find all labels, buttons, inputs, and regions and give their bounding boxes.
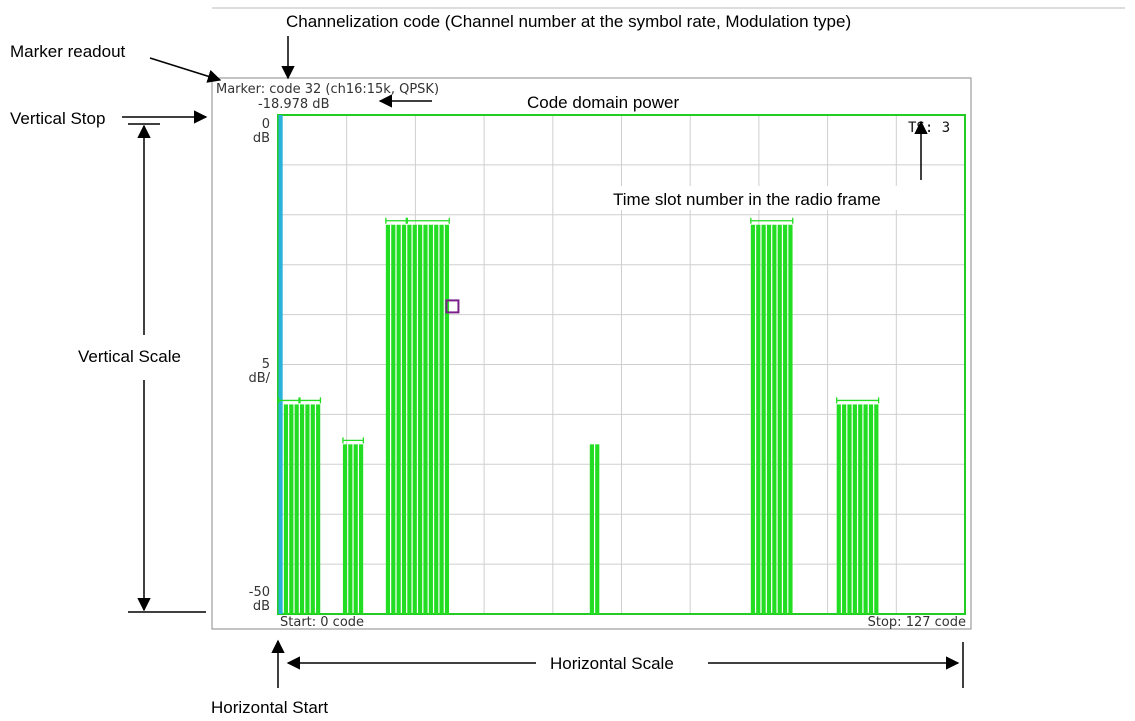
annotation-vertical-scale: Vertical Scale [78, 347, 181, 366]
bar-code-106 [847, 404, 852, 614]
bar-code-23 [401, 224, 407, 614]
y-top-value: 0 [262, 117, 270, 132]
bar-code-1 [283, 404, 289, 614]
y-bottom-value: -50 [249, 585, 270, 600]
bar-code-5 [305, 404, 310, 614]
bar-code-111 [874, 404, 879, 614]
bar-code-28 [428, 224, 433, 614]
overlay-bracket-0-3 [277, 397, 300, 404]
start-label: Start: 0 code [280, 615, 364, 630]
annotation-time-slot: Time slot number in the radio frame [613, 190, 881, 209]
bar-code-88 [750, 224, 755, 614]
bar-code-104 [836, 404, 841, 614]
bar-code-13 [348, 444, 353, 614]
annotation-channelization-code: Channelization code (Channel number at t… [286, 12, 851, 31]
annotation-vertical-stop: Vertical Stop [10, 109, 105, 128]
bar-code-95 [788, 224, 793, 614]
marker-value-text: -18.978 dB [258, 97, 329, 112]
overlay-bracket-88-95 [750, 217, 794, 224]
overlay-bracket-20-23 [385, 217, 407, 224]
bar-code-26 [418, 224, 423, 614]
y-bottom-unit: dB [253, 599, 270, 614]
bar-code-24 [407, 224, 412, 614]
marker-readout-arrow [149, 57, 222, 83]
marker-box[interactable] [445, 299, 460, 314]
bar-code-6 [310, 404, 315, 614]
bar-code-105 [842, 404, 847, 614]
overlay-bracket-12-15 [342, 437, 365, 444]
bar-code-15 [359, 444, 364, 614]
y-top-unit: dB [253, 131, 270, 146]
annotation-horizontal-start: Horizontal Start [211, 698, 328, 717]
y-mid-value: 5 [262, 357, 270, 372]
time-slot-label: TS: 3 [908, 120, 950, 136]
bar-code-12 [342, 444, 348, 614]
bar-code-93 [777, 224, 782, 614]
bar-code-3 [294, 404, 299, 614]
plot-border [277, 114, 966, 615]
bar-code-30 [439, 224, 444, 614]
annotation-horizontal-scale: Horizontal Scale [550, 654, 674, 673]
bar-code-90 [761, 224, 766, 614]
time-slot-mask [605, 186, 933, 210]
overlay-bracket-4-7 [299, 397, 322, 404]
bar-code-4 [299, 404, 305, 614]
bar-code-14 [353, 444, 358, 614]
bar-code-29 [434, 224, 439, 614]
stop-label: Stop: 127 code [868, 615, 966, 630]
bar-code-89 [756, 224, 761, 614]
bar-code-0 [278, 115, 283, 614]
bar-code-94 [783, 224, 788, 614]
bar-code-107 [852, 404, 857, 614]
bar-code-58 [589, 444, 594, 614]
bar-code-2 [289, 404, 294, 614]
bar-series [278, 115, 879, 614]
y-mid-unit: dB/ [248, 371, 270, 386]
bar-code-22 [396, 224, 401, 614]
bar-code-92 [772, 224, 777, 614]
bar-code-7 [316, 404, 321, 614]
marker-readout-text: Marker: code 32 (ch16:15k, QPSK) [216, 82, 439, 97]
bar-code-31 [444, 224, 450, 614]
bar-code-20 [385, 224, 391, 614]
bar-code-21 [391, 224, 396, 614]
bar-code-110 [868, 404, 874, 614]
code-domain-power-mask [520, 92, 722, 112]
overlay-bracket-24-31 [406, 217, 450, 224]
bar-code-27 [423, 224, 428, 614]
bar-code-59 [595, 444, 600, 614]
overlay-bracket-104-111 [836, 397, 880, 404]
annotation-code-domain-power: Code domain power [527, 93, 679, 112]
bar-code-109 [863, 404, 868, 614]
bar-code-25 [412, 224, 417, 614]
overlay-series [277, 217, 880, 444]
bar-code-108 [858, 404, 863, 614]
annotation-marker-readout: Marker readout [10, 42, 126, 61]
bar-code-91 [766, 224, 772, 614]
